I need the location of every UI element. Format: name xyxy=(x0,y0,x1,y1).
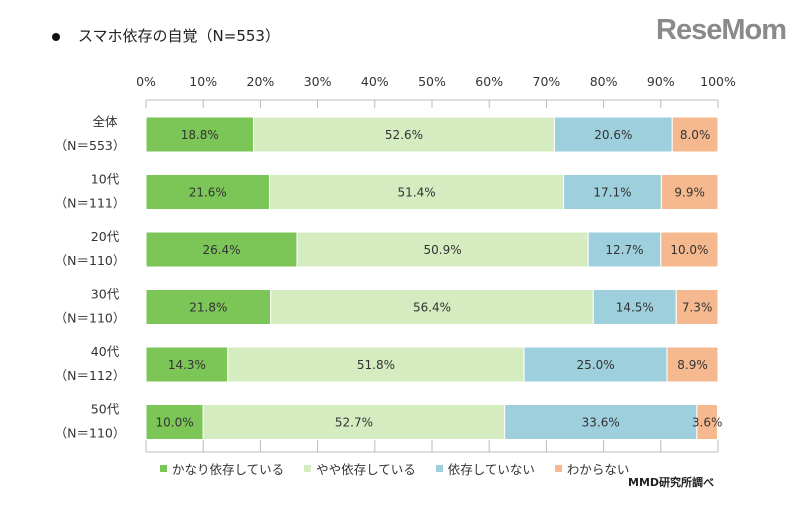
data-label: 3.6% xyxy=(692,416,723,430)
resemom-logo: ReseMom xyxy=(656,14,787,46)
data-label: 10.0% xyxy=(670,243,708,257)
bar-segment xyxy=(145,231,298,268)
data-label: 51.4% xyxy=(397,186,435,200)
legend-label: かなり依存している xyxy=(172,462,285,477)
data-label: 52.7% xyxy=(335,416,373,430)
bar-segment xyxy=(227,346,525,383)
bar-segment xyxy=(587,231,662,268)
category-label: 50代 xyxy=(91,402,120,417)
data-label: 52.6% xyxy=(385,128,423,142)
x-tick-label: 20% xyxy=(247,74,275,89)
data-label: 9.9% xyxy=(674,186,705,200)
bar-segment xyxy=(660,231,719,268)
bar-segment xyxy=(592,289,677,325)
legend-label: 依存していない xyxy=(447,462,535,477)
x-tick-label: 70% xyxy=(533,74,561,89)
bar-segment xyxy=(675,289,719,325)
x-tick-label: 30% xyxy=(304,74,332,89)
x-tick-label: 0% xyxy=(136,74,156,89)
data-label: 21.6% xyxy=(189,186,227,200)
data-label: 51.8% xyxy=(357,358,395,372)
category-n-label: （N＝110） xyxy=(55,426,126,441)
x-tick-label: 60% xyxy=(475,74,503,89)
bar-segment xyxy=(504,404,698,440)
category-label: 40代 xyxy=(91,344,120,359)
bar-segment xyxy=(553,116,673,153)
data-label: 33.6% xyxy=(582,416,620,430)
bar-segment xyxy=(270,289,594,325)
legend-item: やや依存している xyxy=(304,459,416,478)
legend-item: 依存していない xyxy=(435,459,535,478)
legend-label: わからない xyxy=(566,462,630,477)
chart-title: スマホ依存の自覚（N=553） xyxy=(52,25,280,46)
x-tick-label: 100% xyxy=(700,74,736,89)
x-tick-label: 90% xyxy=(647,74,675,89)
bullet-icon xyxy=(52,32,60,41)
category-label: 30代 xyxy=(91,287,120,302)
data-label: 8.0% xyxy=(680,128,711,142)
data-label: 14.5% xyxy=(616,301,654,315)
bar-segment xyxy=(296,231,589,268)
legend: かなり依存している やや依存している 依存していない わからない xyxy=(160,459,629,478)
data-label: 17.1% xyxy=(593,186,631,200)
bar-segment xyxy=(696,404,718,440)
bar-segment xyxy=(671,116,719,153)
legend-swatch xyxy=(160,465,167,472)
x-tick-label: 40% xyxy=(361,74,389,89)
bar-segment xyxy=(660,174,719,210)
legend-item: わからない xyxy=(554,459,630,478)
legend-label: やや依存している xyxy=(316,462,416,477)
category-n-label: （N＝112） xyxy=(55,368,126,383)
x-tick-label: 10% xyxy=(189,74,217,89)
category-label: 全体 xyxy=(92,114,118,129)
source-note: MMD研究所調べ xyxy=(628,476,715,489)
data-label: 18.8% xyxy=(181,128,219,142)
data-label: 12.7% xyxy=(605,243,643,257)
bar-segment xyxy=(666,346,719,383)
data-label: 20.6% xyxy=(594,128,632,142)
category-label: 10代 xyxy=(91,172,120,187)
category-n-label: （N＝110） xyxy=(55,253,126,268)
data-label: 7.3% xyxy=(682,301,713,315)
category-n-label: （N＝111） xyxy=(55,196,126,211)
data-label: 50.9% xyxy=(424,243,462,257)
bar-segment xyxy=(145,289,272,325)
data-label: 14.3% xyxy=(168,358,206,372)
category-n-label: （N＝110） xyxy=(55,311,126,326)
bar-segment xyxy=(523,346,668,383)
legend-swatch xyxy=(304,465,312,472)
data-label: 26.4% xyxy=(202,243,240,257)
data-label: 25.0% xyxy=(577,358,615,372)
x-tick-label: 80% xyxy=(590,74,618,89)
bar-segment xyxy=(269,174,565,210)
data-label: 10.0% xyxy=(156,416,194,430)
data-label: 21.8% xyxy=(189,301,227,315)
legend-swatch xyxy=(435,465,443,472)
legend-item: かなり依存している xyxy=(160,459,284,478)
bar-segment xyxy=(145,174,271,210)
category-label: 20代 xyxy=(91,229,120,244)
title-text: スマホ依存の自覚（N=553） xyxy=(78,27,280,45)
bar-segment xyxy=(145,346,229,383)
legend-swatch xyxy=(554,465,562,472)
bar-segment xyxy=(253,116,555,153)
bar-segment xyxy=(563,174,662,210)
x-tick-label: 50% xyxy=(418,74,446,89)
data-label: 56.4% xyxy=(413,301,451,315)
data-label: 8.9% xyxy=(677,358,708,372)
category-n-label: （N＝553） xyxy=(55,138,126,153)
